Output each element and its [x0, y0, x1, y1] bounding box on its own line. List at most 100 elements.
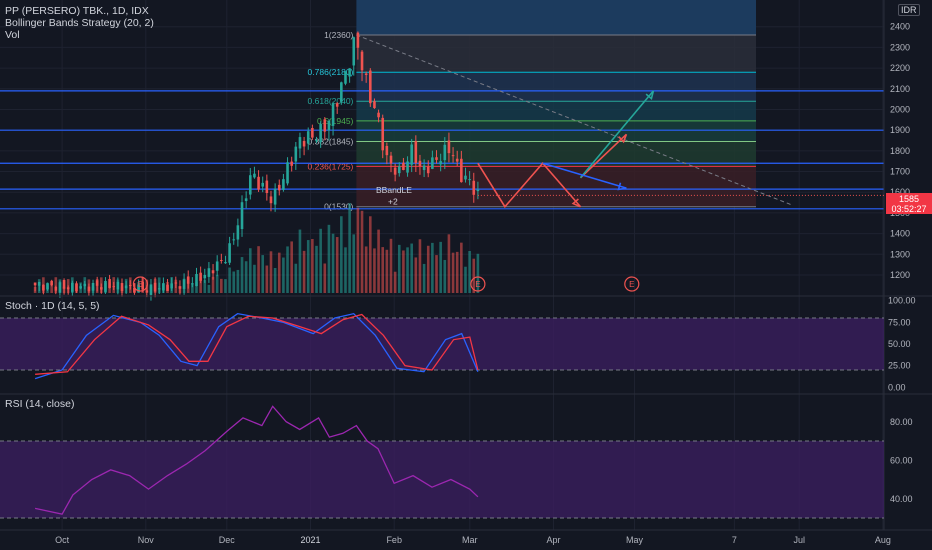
- candle-body: [257, 176, 260, 190]
- candle-body: [340, 82, 343, 102]
- candle-body: [393, 167, 397, 175]
- volume-bar: [298, 229, 302, 293]
- candle-body: [331, 103, 335, 126]
- volume-label[interactable]: Vol: [5, 29, 20, 41]
- candle-body: [327, 120, 331, 131]
- price-tag-countdown: 03:52:27: [891, 204, 927, 214]
- volume-bar: [157, 277, 161, 293]
- volume-bar: [116, 279, 120, 293]
- volume-bar: [182, 278, 186, 293]
- volume-bar: [253, 264, 256, 293]
- currency-badge[interactable]: IDR: [898, 4, 920, 16]
- earnings-marker-label: E: [138, 280, 143, 289]
- candle-body: [460, 158, 463, 183]
- volume-bar: [248, 248, 252, 293]
- candle-body: [282, 179, 285, 190]
- candle-body: [364, 73, 368, 75]
- volume-bar: [95, 278, 99, 293]
- candle-body: [348, 68, 351, 77]
- volume-bar: [66, 279, 70, 293]
- candle-body: [195, 273, 198, 286]
- candle-body: [414, 141, 418, 164]
- candle-body: [377, 112, 380, 118]
- volume-bar: [153, 278, 157, 293]
- candle-body: [344, 71, 347, 84]
- time-axis-tick: May: [626, 535, 644, 545]
- price-axis-tick: 1400: [890, 229, 910, 239]
- volume-bar: [476, 253, 480, 293]
- rsi-title[interactable]: RSI (14, close): [5, 398, 75, 410]
- volume-bar: [71, 277, 74, 293]
- time-axis-tick: Oct: [55, 535, 70, 545]
- volume-bar: [418, 239, 422, 293]
- volume-bar: [327, 224, 331, 293]
- candle-body: [319, 123, 322, 143]
- candle-body: [422, 165, 426, 171]
- candle-body: [203, 274, 207, 279]
- candle-body: [244, 198, 248, 202]
- candle-body: [228, 243, 231, 263]
- volume-bar: [447, 234, 451, 293]
- volume-bar: [464, 266, 467, 293]
- volume-bar: [191, 283, 194, 293]
- earnings-marker-label: E: [475, 280, 480, 289]
- candle-body: [240, 202, 244, 230]
- volume-bar: [393, 271, 397, 293]
- time-axis-tick: Jul: [793, 535, 805, 545]
- fib-zone: [356, 35, 756, 73]
- fib-zone: [356, 72, 756, 102]
- fib-level-label: 0.5(1945): [317, 116, 354, 126]
- candle-body: [236, 225, 240, 240]
- volume-bar: [369, 216, 372, 293]
- volume-bar: [360, 210, 364, 293]
- stoch-k-line: [34, 312, 479, 380]
- price-axis-tick: 2000: [890, 104, 910, 114]
- volume-bar: [62, 286, 66, 293]
- volume-bar: [141, 277, 144, 293]
- volume-bar: [224, 279, 227, 293]
- candle-body: [439, 161, 442, 165]
- volume-bar: [443, 259, 447, 293]
- rsi-axis-tick: 60.00: [890, 455, 913, 465]
- volume-bar: [186, 277, 190, 293]
- candle-body: [277, 184, 281, 191]
- volume-bar: [410, 243, 413, 293]
- volume-bar: [397, 244, 401, 293]
- volume-bar: [352, 234, 356, 293]
- earnings-marker: [470, 276, 486, 292]
- fib-level-label: 0.382(1845): [308, 137, 354, 147]
- fib-level-label: 0.236(1725): [308, 161, 354, 171]
- volume-bar: [42, 277, 45, 293]
- time-axis-tick: Aug: [875, 535, 891, 545]
- volume-bar: [294, 263, 298, 293]
- volume-bar: [344, 247, 347, 293]
- volume-bar: [54, 277, 58, 293]
- volume-bar: [91, 286, 95, 293]
- volume-bar: [261, 255, 265, 293]
- strategy-label[interactable]: Bollinger Bands Strategy (20, 2): [5, 17, 154, 29]
- fib-extension-zone: [356, 0, 756, 35]
- candle-body: [298, 137, 302, 149]
- volume-bar: [455, 251, 459, 293]
- earnings-marker-label: E: [629, 280, 634, 289]
- volume-bar: [319, 228, 322, 293]
- candle-body: [273, 188, 277, 205]
- candle-body: [451, 155, 455, 157]
- volume-bar: [472, 258, 476, 293]
- candle-body: [248, 175, 252, 195]
- candle-body: [426, 166, 430, 174]
- volume-bar: [306, 240, 310, 293]
- candle-body: [455, 158, 459, 162]
- volume-bar: [220, 278, 223, 293]
- volume-bar: [402, 250, 405, 293]
- volume-bar: [381, 247, 385, 293]
- fib-level-label: 0.618(2040): [308, 96, 354, 106]
- fib-zone: [356, 120, 756, 142]
- candle-body: [315, 139, 318, 142]
- stoch-axis-tick: 0.00: [888, 382, 906, 392]
- candle-body: [294, 146, 298, 162]
- volume-bar: [414, 257, 418, 293]
- stoch-title[interactable]: Stoch · 1D (14, 5, 5): [5, 300, 100, 312]
- volume-bar: [203, 279, 207, 293]
